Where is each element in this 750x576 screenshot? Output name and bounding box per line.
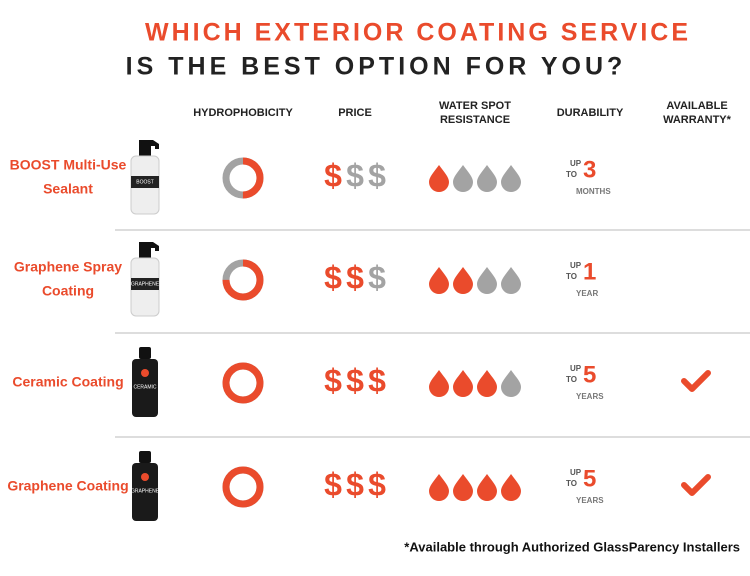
durability-to: TO	[566, 375, 577, 384]
price-symbol: $	[346, 157, 364, 193]
column-header: AVAILABLE	[666, 100, 727, 112]
title-line: IS THE BEST OPTION FOR YOU?	[126, 53, 627, 81]
column-header: PRICE	[338, 107, 372, 119]
ring-fill	[222, 157, 264, 199]
bottle-label: BOOST	[136, 179, 154, 185]
ring-fill	[222, 466, 264, 508]
price-symbol: $	[368, 362, 386, 398]
price-symbol: $	[324, 259, 342, 295]
column-header: RESISTANCE	[440, 114, 510, 126]
sprayer	[139, 242, 159, 258]
product-name: Ceramic Coating	[12, 374, 123, 390]
bottle-label: GRAPHENE	[131, 488, 160, 494]
bottle-body	[132, 359, 158, 417]
product-name: Graphene Spray	[14, 259, 122, 275]
durability-value: 3	[583, 156, 596, 183]
water-drop	[429, 267, 449, 294]
durability-unit: MONTHS	[576, 187, 611, 196]
water-drop	[501, 370, 521, 397]
price-symbol: $	[368, 157, 386, 193]
product-bottle: GRAPHENE	[130, 242, 160, 317]
durability-value: 1	[583, 258, 596, 285]
warranty-check	[681, 474, 711, 496]
column-header: WARRANTY*	[663, 114, 732, 126]
water-drop	[429, 474, 449, 501]
durability-value: 5	[583, 465, 596, 492]
cap	[139, 451, 151, 463]
durability-unit: YEAR	[576, 289, 598, 298]
water-drop	[501, 267, 521, 294]
column-header: HYDROPHOBICITY	[193, 107, 293, 119]
ring-fill	[222, 362, 264, 404]
water-drop	[453, 267, 473, 294]
bottle-body	[132, 463, 158, 521]
durability-up: UP	[570, 159, 582, 168]
durability-to: TO	[566, 170, 577, 179]
water-drop	[477, 267, 497, 294]
bottle-logo	[141, 473, 149, 481]
durability-unit: YEARS	[576, 496, 604, 505]
durability-up: UP	[570, 261, 582, 270]
product-name: Coating	[42, 283, 94, 299]
water-drop	[477, 474, 497, 501]
bottle-label: CERAMIC	[133, 384, 156, 390]
bottle-band	[131, 278, 159, 290]
water-drop	[477, 165, 497, 192]
product-bottle: BOOST	[130, 140, 160, 215]
price-symbol: $	[346, 259, 364, 295]
water-drop	[429, 165, 449, 192]
footnote: *Available through Authorized GlassParen…	[404, 539, 740, 554]
durability-value: 5	[583, 361, 596, 388]
warranty-check	[681, 370, 711, 392]
price-symbol: $	[324, 157, 342, 193]
water-drop	[429, 370, 449, 397]
ring-fill	[222, 259, 264, 301]
water-drop	[501, 165, 521, 192]
price-symbol: $	[346, 362, 364, 398]
column-header: DURABILITY	[557, 107, 624, 119]
cap	[139, 347, 151, 359]
product-bottle: GRAPHENE	[131, 451, 160, 521]
bottle-label: GRAPHENE	[131, 281, 160, 287]
product-name: Graphene Coating	[7, 478, 128, 494]
water-drop	[453, 165, 473, 192]
durability-up: UP	[570, 468, 582, 477]
price-symbol: $	[324, 466, 342, 502]
bottle-logo	[141, 369, 149, 377]
product-bottle: CERAMIC	[132, 347, 158, 417]
price-symbol: $	[324, 362, 342, 398]
column-header: WATER SPOT	[439, 100, 511, 112]
product-name: BOOST Multi-Use	[10, 157, 127, 173]
water-drop	[501, 474, 521, 501]
price-symbol: $	[368, 259, 386, 295]
water-drop	[477, 370, 497, 397]
price-symbol: $	[346, 466, 364, 502]
bottle-band	[131, 176, 159, 188]
durability-unit: YEARS	[576, 392, 604, 401]
durability-to: TO	[566, 479, 577, 488]
price-symbol: $	[368, 466, 386, 502]
title-line: WHICH EXTERIOR COATING SERVICE	[145, 19, 691, 47]
water-drop	[453, 370, 473, 397]
sprayer	[139, 140, 159, 156]
water-drop	[453, 474, 473, 501]
durability-to: TO	[566, 272, 577, 281]
product-name: Sealant	[43, 181, 93, 197]
durability-up: UP	[570, 364, 582, 373]
